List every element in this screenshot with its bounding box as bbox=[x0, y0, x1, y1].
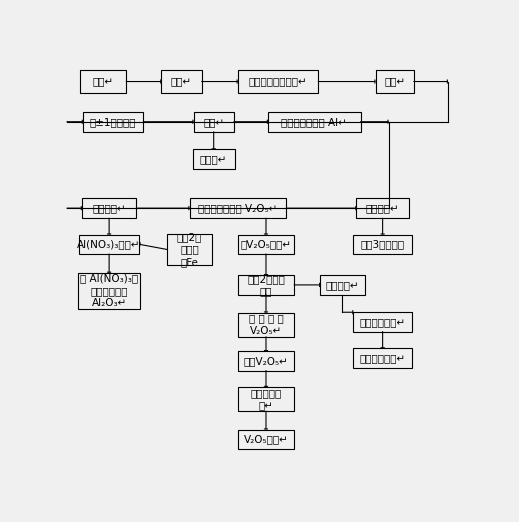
Text: V₂O₅成品↵: V₂O₅成品↵ bbox=[243, 434, 289, 444]
Text: 加±1号荠取剂: 加±1号荠取剂 bbox=[90, 117, 136, 127]
Bar bbox=[194, 112, 234, 132]
Bar bbox=[238, 313, 294, 337]
Text: 加入3号荠取剂: 加入3号荠取剂 bbox=[361, 239, 405, 250]
Bar bbox=[238, 351, 294, 371]
Text: 渣堆放↵: 渣堆放↵ bbox=[200, 154, 227, 164]
Bar bbox=[193, 149, 235, 169]
Text: 浓缩结晶析钒↵: 浓缩结晶析钒↵ bbox=[360, 317, 406, 327]
Bar bbox=[238, 430, 294, 449]
Text: 纯 Al(NO₃)₃高
温焙烧分解得
Al₂O₃↵: 纯 Al(NO₃)₃高 温焙烧分解得 Al₂O₃↵ bbox=[80, 274, 138, 309]
Text: 废液回收↵: 废液回收↵ bbox=[325, 280, 359, 290]
Bar bbox=[238, 275, 294, 294]
Text: 高绯V₂O₅↵: 高绯V₂O₅↵ bbox=[243, 356, 289, 366]
Text: 焙烧↵: 焙烧↵ bbox=[384, 77, 405, 87]
Bar bbox=[161, 70, 201, 92]
Text: Al(NO₃)₃晶体↵: Al(NO₃)₃晶体↵ bbox=[77, 239, 141, 250]
Text: 浓 缩 结 晶
V₂O₅↵: 浓 缩 结 晶 V₂O₅↵ bbox=[249, 314, 283, 336]
Bar bbox=[376, 70, 414, 92]
Text: 加入2号荠取
剂荠: 加入2号荠取 剂荠 bbox=[247, 274, 285, 296]
Text: 加入2号
荠取剂
除Fe: 加入2号 荠取剂 除Fe bbox=[177, 232, 202, 267]
Bar bbox=[353, 348, 412, 367]
Text: 高温分解烘
干↵: 高温分解烘 干↵ bbox=[250, 388, 282, 410]
Bar bbox=[168, 234, 212, 265]
Text: 加催化剂和水成型↵: 加催化剂和水成型↵ bbox=[249, 77, 307, 87]
Bar bbox=[189, 198, 286, 218]
Bar bbox=[357, 198, 409, 218]
Text: 母液提钒↵: 母液提钒↵ bbox=[366, 203, 400, 213]
Bar bbox=[238, 235, 294, 254]
Bar bbox=[238, 70, 318, 92]
Text: 母液回收利用↵: 母液回收利用↵ bbox=[360, 353, 406, 363]
Bar bbox=[78, 273, 140, 309]
Bar bbox=[82, 198, 136, 218]
Text: 真空过滤↵: 真空过滤↵ bbox=[92, 203, 126, 213]
Text: 粉碎↵: 粉碎↵ bbox=[171, 77, 192, 87]
Bar bbox=[353, 312, 412, 331]
Text: 过滤↵: 过滤↵ bbox=[203, 117, 224, 127]
Text: 矿石↵: 矿石↵ bbox=[92, 77, 114, 87]
Bar bbox=[79, 235, 139, 254]
Bar bbox=[320, 275, 364, 294]
Bar bbox=[353, 235, 412, 254]
Bar bbox=[80, 70, 126, 92]
Bar bbox=[238, 387, 294, 411]
Text: 母液浓缩结晶析 V₂O₅↵: 母液浓缩结晶析 V₂O₅↵ bbox=[198, 203, 278, 213]
Bar bbox=[83, 112, 143, 132]
Text: 母液浓缩结晶析 Al↵: 母液浓缩结晶析 Al↵ bbox=[281, 117, 347, 127]
Text: 粗V₂O₅晶体↵: 粗V₂O₅晶体↵ bbox=[240, 239, 292, 250]
Bar bbox=[268, 112, 361, 132]
